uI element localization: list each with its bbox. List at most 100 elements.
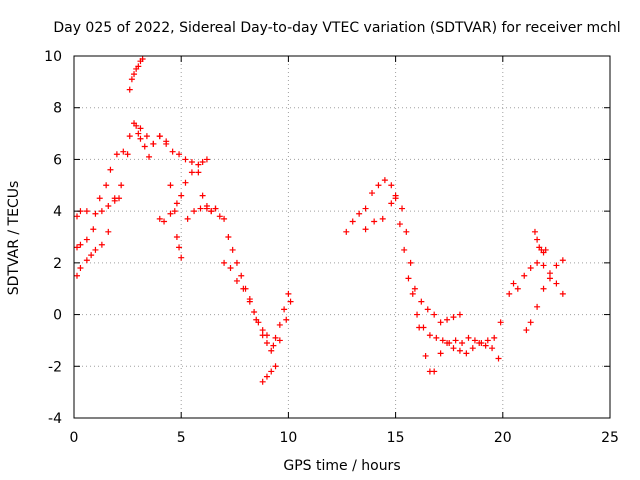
data-point <box>182 156 189 163</box>
data-point <box>227 265 234 272</box>
y-tick-label: 10 <box>44 49 62 65</box>
data-point <box>98 241 105 248</box>
data-point <box>191 208 198 215</box>
data-point <box>146 153 153 160</box>
data-point <box>199 159 206 166</box>
data-point <box>83 236 90 243</box>
data-point <box>407 259 414 266</box>
data-point <box>195 161 202 168</box>
data-point <box>90 226 97 233</box>
data-point <box>107 166 114 173</box>
data-point <box>259 378 266 385</box>
data-series <box>531 228 549 256</box>
data-point <box>542 246 549 253</box>
data-point <box>143 133 150 140</box>
data-point <box>343 228 350 235</box>
data-point <box>540 262 547 269</box>
data-point <box>240 285 247 292</box>
data-point <box>135 130 142 137</box>
data-point <box>178 254 185 261</box>
data-point <box>369 190 376 197</box>
data-point <box>184 215 191 222</box>
data-point <box>362 226 369 233</box>
data-point <box>450 314 457 321</box>
data-point <box>424 306 431 313</box>
data-series <box>523 275 566 334</box>
data-points <box>74 56 566 385</box>
data-point <box>405 275 412 282</box>
data-point <box>197 205 204 212</box>
data-point <box>225 234 232 240</box>
data-point <box>414 311 421 318</box>
data-point <box>437 350 444 357</box>
data-point <box>120 148 127 155</box>
data-point <box>259 332 266 339</box>
data-point <box>497 319 504 326</box>
data-point <box>131 71 138 78</box>
grid-lines <box>74 56 610 418</box>
data-point <box>178 192 185 199</box>
data-point <box>527 265 534 272</box>
data-point <box>216 213 223 220</box>
plot-frame <box>73 55 611 419</box>
data-point <box>463 350 470 357</box>
data-point <box>379 215 386 222</box>
data-point <box>392 195 399 202</box>
data-point <box>521 272 528 279</box>
data-point <box>74 213 80 220</box>
data-point <box>253 316 260 323</box>
data-series <box>74 195 123 220</box>
y-tick-label: 2 <box>53 256 62 272</box>
data-point <box>349 218 356 225</box>
data-point <box>276 321 283 328</box>
data-point <box>362 205 369 212</box>
data-point <box>173 200 180 207</box>
data-point <box>401 246 408 253</box>
data-point <box>272 363 279 370</box>
data-point <box>173 234 180 240</box>
data-point <box>229 246 236 253</box>
data-point <box>553 280 560 287</box>
data-point <box>188 169 195 176</box>
data-point <box>510 280 517 287</box>
data-point <box>471 337 478 344</box>
data-point <box>409 290 416 297</box>
data-point <box>437 319 444 326</box>
data-point <box>287 298 294 305</box>
y-tick-label: 4 <box>53 204 62 220</box>
data-point <box>469 345 476 352</box>
data-point <box>124 151 131 158</box>
data-point <box>444 316 451 323</box>
data-point <box>98 208 105 215</box>
data-series <box>506 257 566 297</box>
data-point <box>74 244 80 251</box>
data-point <box>161 218 168 225</box>
data-point <box>188 159 195 166</box>
data-point <box>169 148 176 155</box>
data-point <box>118 182 125 189</box>
data-point <box>399 205 406 212</box>
data-series <box>126 56 146 93</box>
data-point <box>113 151 120 158</box>
data-point <box>171 208 178 215</box>
y-tick-label: -2 <box>48 359 62 375</box>
chart-title: Day 025 of 2022, Sidereal Day-to-day VTE… <box>53 20 620 36</box>
data-point <box>439 337 446 344</box>
data-point <box>489 345 496 352</box>
data-series <box>362 195 502 375</box>
data-point <box>418 298 425 305</box>
x-tick-label: 10 <box>279 430 297 446</box>
data-point <box>259 327 266 334</box>
data-point <box>559 257 566 264</box>
data-point <box>553 262 560 269</box>
data-point <box>238 272 245 279</box>
data-point <box>268 347 275 354</box>
data-point <box>444 340 451 347</box>
data-point <box>92 210 99 217</box>
data-series <box>343 177 504 347</box>
data-point <box>381 177 388 184</box>
data-point <box>285 290 292 297</box>
data-point <box>208 208 215 215</box>
